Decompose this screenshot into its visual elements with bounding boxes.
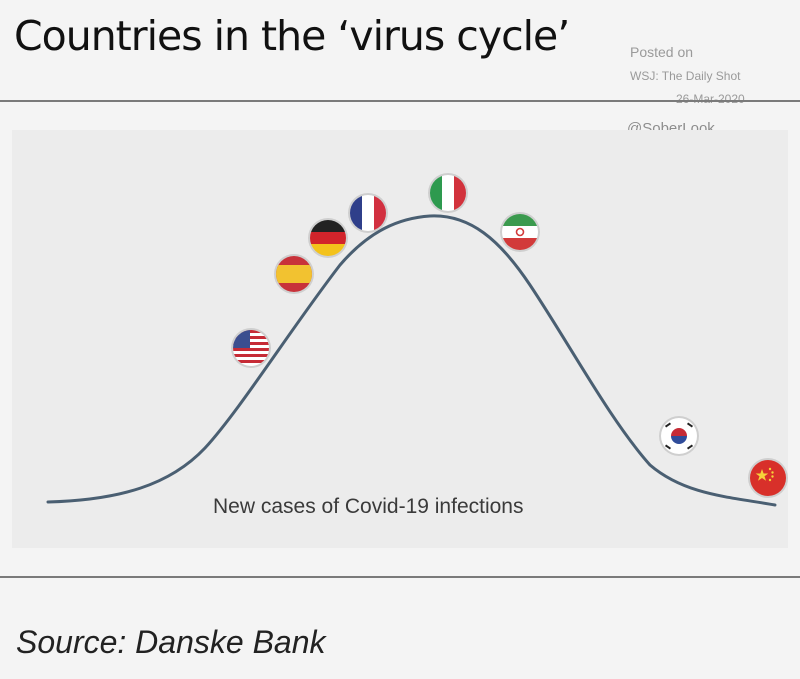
watermark-posted-on: Posted on [630,44,694,60]
curve-label: New cases of Covid-19 infections [213,495,524,518]
france-flag-icon [348,193,388,233]
spain-flag-icon [274,254,314,294]
virus-cycle-curve [46,214,777,507]
bottom-divider [0,576,800,578]
us-flag-icon [231,328,271,368]
south-korea-flag-icon [659,416,699,456]
watermark-source: WSJ: The Daily Shot [630,69,741,83]
source-note: Source: Danske Bank [16,624,326,660]
germany-flag-icon [308,218,348,258]
chart-title: Countries in the ‘virus cycle’ [14,12,570,60]
italy-flag-icon [428,173,468,213]
top-divider [0,100,800,102]
iran-flag-icon [500,212,540,252]
china-flag-icon [748,458,788,498]
diagram-background [12,130,788,548]
watermark-date: 26-Mar-2020 [676,92,745,106]
